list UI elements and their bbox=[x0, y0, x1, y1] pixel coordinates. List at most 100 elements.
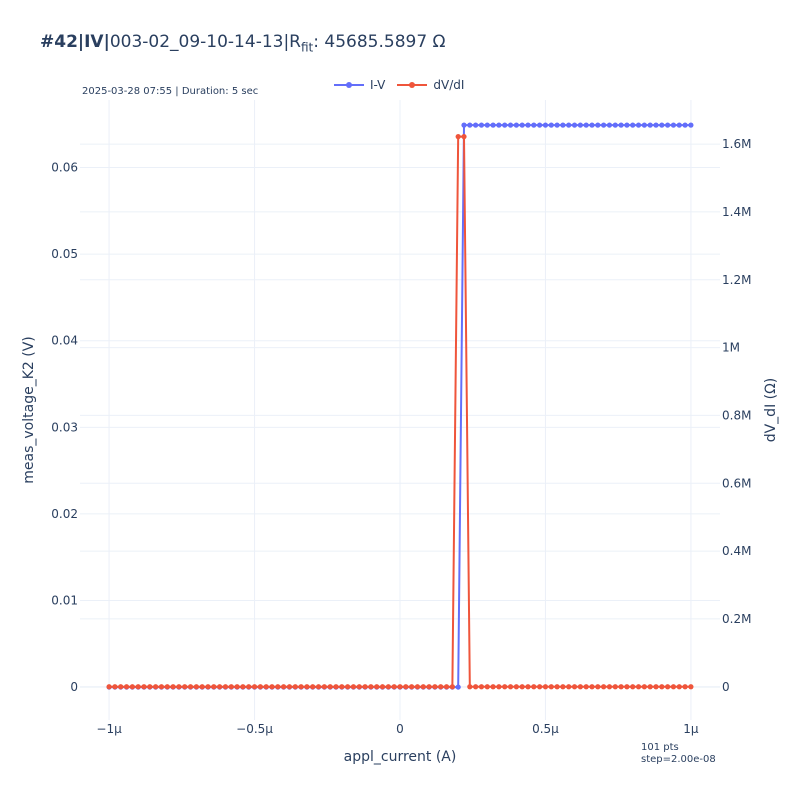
legend: I-V dV/dI bbox=[334, 78, 464, 92]
data-point bbox=[688, 684, 694, 690]
data-point bbox=[211, 684, 217, 690]
data-point bbox=[641, 122, 647, 128]
legend-iv-label: I-V bbox=[370, 78, 386, 92]
data-point bbox=[589, 684, 595, 690]
data-point bbox=[263, 684, 269, 690]
data-point bbox=[228, 684, 234, 690]
data-point bbox=[240, 684, 246, 690]
data-point bbox=[426, 684, 432, 690]
data-point bbox=[170, 684, 176, 690]
data-point bbox=[571, 122, 578, 128]
data-point bbox=[304, 684, 310, 690]
data-point bbox=[537, 122, 543, 128]
data-point bbox=[129, 684, 135, 690]
data-point bbox=[624, 684, 630, 690]
legend-item-dvdi[interactable]: dV/dI bbox=[397, 78, 464, 92]
data-point bbox=[507, 684, 514, 690]
data-point bbox=[461, 122, 467, 128]
data-point bbox=[391, 684, 397, 690]
legend-dvdi-label: dV/dI bbox=[433, 78, 465, 92]
data-point bbox=[473, 684, 479, 690]
data-point bbox=[665, 122, 671, 128]
data-point bbox=[478, 684, 485, 690]
data-point bbox=[647, 684, 653, 690]
y-tick-label: 0.03 bbox=[51, 420, 78, 434]
legend-item-iv[interactable]: I-V bbox=[334, 78, 385, 92]
data-point bbox=[548, 684, 554, 690]
footnote-points: 101 pts bbox=[641, 742, 679, 753]
y2-tick-label: 0.6M bbox=[722, 476, 751, 490]
data-point bbox=[281, 684, 287, 690]
data-point bbox=[374, 684, 380, 690]
data-point bbox=[542, 684, 549, 690]
data-point bbox=[577, 122, 583, 128]
y-axis-ticks: 0 0.01 0.02 0.03 0.04 0.05 0.06 bbox=[51, 161, 78, 695]
data-point bbox=[519, 122, 525, 128]
data-point bbox=[653, 122, 659, 128]
y2-tick-label: 1.2M bbox=[722, 273, 751, 287]
y2-tick-label: 0.8M bbox=[722, 408, 751, 422]
data-point bbox=[659, 684, 665, 690]
data-point bbox=[537, 684, 543, 690]
data-point bbox=[624, 122, 630, 128]
data-point bbox=[548, 122, 554, 128]
data-point bbox=[635, 122, 642, 128]
y2-tick-label: 0.2M bbox=[722, 612, 751, 626]
data-point bbox=[478, 122, 485, 128]
data-point bbox=[589, 122, 595, 128]
data-point bbox=[443, 684, 450, 690]
y2-tick-label: 1.6M bbox=[722, 137, 751, 151]
series-dvdi bbox=[106, 134, 694, 690]
legend-iv-swatch bbox=[334, 82, 364, 88]
data-point bbox=[484, 122, 490, 128]
data-point bbox=[595, 684, 601, 690]
data-point bbox=[554, 122, 560, 128]
data-point bbox=[269, 684, 275, 690]
data-point bbox=[502, 684, 508, 690]
data-point bbox=[187, 684, 194, 690]
data-point bbox=[199, 684, 205, 690]
data-point bbox=[641, 684, 647, 690]
data-point bbox=[502, 122, 508, 128]
data-point bbox=[321, 684, 327, 690]
data-point bbox=[350, 684, 357, 690]
y2-axis-ticks: 0 0.2M 0.4M 0.6M 0.8M 1M 1.2M 1.4M 1.6M bbox=[722, 137, 751, 694]
data-point bbox=[379, 684, 386, 690]
x-tick-label: −0.5μ bbox=[236, 722, 273, 736]
data-point bbox=[403, 684, 409, 690]
y2-tick-label: 0.4M bbox=[722, 544, 751, 558]
data-point bbox=[135, 684, 141, 690]
footnote: 101 pts step=2.00e-08 bbox=[641, 742, 716, 766]
data-point bbox=[566, 122, 572, 128]
data-point bbox=[496, 122, 502, 128]
data-point bbox=[275, 684, 281, 690]
data-point bbox=[595, 122, 601, 128]
data-point bbox=[519, 684, 525, 690]
data-point bbox=[670, 122, 677, 128]
data-point bbox=[571, 684, 578, 690]
chart-title: #42|IV|003-02_09-10-14-13|Rfit: 45685.58… bbox=[40, 32, 446, 54]
data-point bbox=[612, 122, 618, 128]
data-point bbox=[618, 122, 624, 128]
data-point bbox=[251, 684, 258, 690]
legend-dvdi-swatch bbox=[397, 82, 428, 88]
data-point bbox=[333, 684, 339, 690]
data-point bbox=[385, 684, 391, 690]
y-tick-label: 0.06 bbox=[51, 161, 78, 175]
data-point bbox=[467, 122, 473, 128]
data-point bbox=[525, 684, 531, 690]
data-point bbox=[682, 684, 688, 690]
y-tick-label: 0.01 bbox=[51, 594, 78, 608]
y-axis-title: meas_voltage_K2 (V) bbox=[21, 336, 37, 483]
y-tick-label: 0 bbox=[70, 680, 78, 694]
data-point bbox=[205, 684, 211, 690]
data-point bbox=[164, 684, 170, 690]
data-point bbox=[362, 684, 368, 690]
x-tick-label: 0 bbox=[396, 722, 404, 736]
data-point bbox=[682, 122, 688, 128]
data-point bbox=[182, 684, 188, 690]
data-point bbox=[222, 684, 229, 690]
y2-tick-label: 1M bbox=[722, 341, 740, 355]
data-point bbox=[118, 684, 124, 690]
